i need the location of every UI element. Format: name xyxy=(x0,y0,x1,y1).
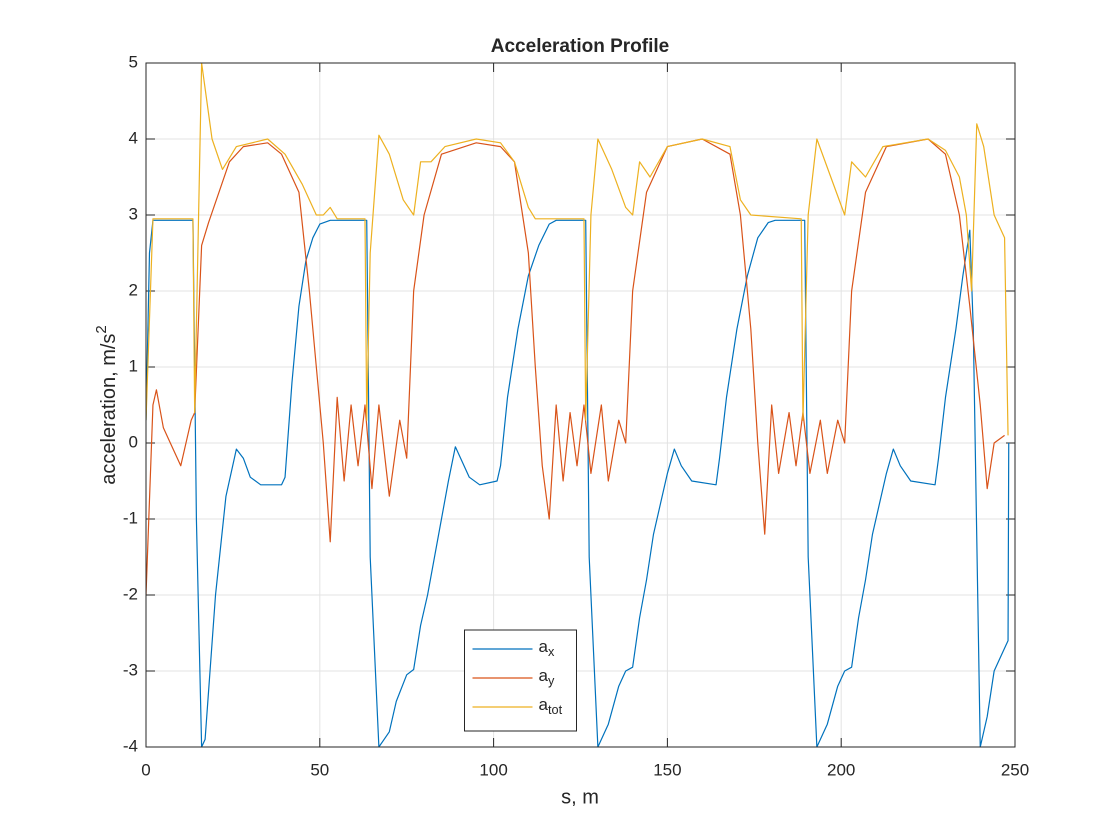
x-axis-label: s, m xyxy=(561,786,599,808)
x-tick-label: 150 xyxy=(653,760,681,779)
y-tick-label: -4 xyxy=(123,736,138,755)
series-line xyxy=(146,63,1009,436)
y-tick-label: 4 xyxy=(129,128,138,147)
x-tick-label: 100 xyxy=(479,760,507,779)
y-tick-label: 1 xyxy=(129,356,138,375)
chart-title: Acceleration Profile xyxy=(491,36,669,57)
x-tick-label: 250 xyxy=(1001,760,1029,779)
y-tick-label: 0 xyxy=(129,432,138,451)
x-tick-label: 200 xyxy=(827,760,855,779)
legend-label: atot xyxy=(539,695,563,717)
series-line xyxy=(146,219,1010,747)
y-tick-label: -2 xyxy=(123,584,138,603)
legend-label: ax xyxy=(539,637,555,659)
legend-box xyxy=(464,629,577,732)
y-tick-label: 2 xyxy=(129,280,138,299)
axes-box xyxy=(145,62,1016,748)
legend-label: ay xyxy=(539,666,555,688)
x-tick-label: 50 xyxy=(310,760,329,779)
y-tick-label: 5 xyxy=(129,52,138,71)
y-tick-label: 3 xyxy=(129,204,138,223)
y-tick-label: -1 xyxy=(123,508,138,527)
y-tick-label: -3 xyxy=(123,660,138,679)
y-axis-label: acceleration, m/s2 xyxy=(93,325,121,485)
x-tick-label: 0 xyxy=(141,760,150,779)
series-line xyxy=(146,138,1005,596)
